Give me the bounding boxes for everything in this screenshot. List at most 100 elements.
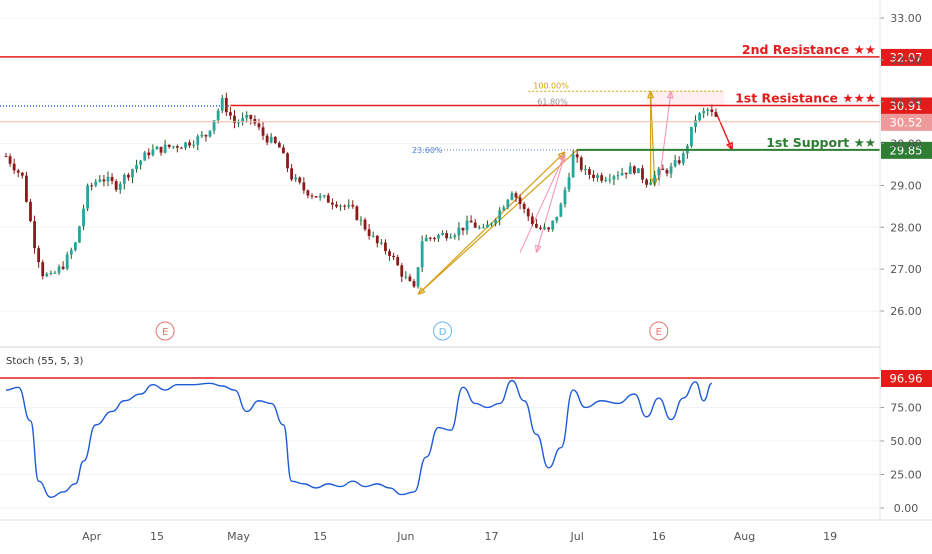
price-axis-label: 30.00 xyxy=(890,138,922,151)
candle-body xyxy=(408,276,412,282)
candle-body xyxy=(347,204,351,207)
candle-body xyxy=(78,226,81,243)
candle-body xyxy=(669,166,673,174)
candle-body xyxy=(437,235,440,239)
pink-arrow-a xyxy=(519,153,566,253)
price-axis-label: 27.00 xyxy=(890,263,922,276)
candle-body xyxy=(690,126,693,146)
time-axis-label: Jun xyxy=(396,530,414,543)
event-marker-label: D xyxy=(439,327,447,338)
candle-body xyxy=(241,117,245,123)
candle-body xyxy=(86,185,89,209)
candle-body xyxy=(253,119,257,124)
candle-body xyxy=(404,276,408,278)
pink-arrow-a-head xyxy=(558,153,566,162)
candle-body xyxy=(649,182,653,185)
event-marker[interactable] xyxy=(155,321,175,341)
candle-body xyxy=(518,197,522,204)
candle-body xyxy=(224,97,228,113)
candle-body xyxy=(494,219,497,224)
stoch-axis-label: 0.00 xyxy=(894,502,919,515)
price-tag-bg xyxy=(881,97,932,115)
candle-body xyxy=(359,219,363,221)
candle-body xyxy=(57,266,61,273)
candle-body xyxy=(188,142,191,146)
candle-body xyxy=(318,195,322,198)
candle-body xyxy=(412,281,416,287)
candle-body xyxy=(714,111,718,117)
candle-body xyxy=(539,227,542,229)
candle-body xyxy=(624,172,628,175)
candle-body xyxy=(229,112,232,116)
price-tag: 30.91 xyxy=(890,99,923,113)
candle-body xyxy=(90,185,94,187)
candle-body xyxy=(351,204,355,207)
stoch-axis-label: 75.00 xyxy=(890,401,922,414)
candle-body xyxy=(118,183,122,190)
stoch-level-tag: 96.96 xyxy=(890,372,923,386)
candle-body xyxy=(514,193,518,198)
candle-body xyxy=(498,210,502,220)
candle-body xyxy=(453,235,457,238)
candle-body xyxy=(600,175,604,181)
candle-body xyxy=(98,179,102,182)
candle-body xyxy=(384,242,387,252)
candle-body xyxy=(477,227,481,229)
candle-body xyxy=(122,174,126,184)
candle-body xyxy=(416,267,420,287)
candle-body xyxy=(641,168,644,180)
candle-body xyxy=(277,142,281,148)
pink-arrow-b-head xyxy=(534,244,542,253)
candle-body xyxy=(702,111,706,114)
candle-body xyxy=(710,109,714,112)
candle-body xyxy=(220,97,224,111)
candle-body xyxy=(543,227,546,229)
candle-body xyxy=(559,204,563,217)
price-axis-label: 32.00 xyxy=(890,54,922,67)
price-tag-bg xyxy=(881,141,932,159)
fib-zone xyxy=(646,91,725,106)
candle-body xyxy=(441,233,444,236)
candle-body xyxy=(657,168,661,176)
last-price-tag: 30.52 xyxy=(890,115,923,129)
time-axis-label: May xyxy=(227,530,250,543)
candle-body xyxy=(673,160,677,167)
price-axis-label: 28.00 xyxy=(890,221,922,234)
candle-body xyxy=(522,203,526,209)
candle-body xyxy=(694,120,697,127)
pink-arrow-c xyxy=(658,91,672,186)
event-marker[interactable] xyxy=(433,321,453,341)
time-axis-label: 16 xyxy=(652,530,666,543)
stoch-axis-label: 50.00 xyxy=(890,435,922,448)
candle-body xyxy=(608,179,612,181)
candle-body xyxy=(33,221,36,249)
candle-body xyxy=(535,223,538,228)
candle-body xyxy=(677,160,681,164)
candle-body xyxy=(628,166,632,175)
candle-body xyxy=(237,122,240,124)
fib-618-label: 61.80% xyxy=(537,97,568,106)
price-axis-label: 26.00 xyxy=(890,305,922,318)
candle-body xyxy=(555,216,559,221)
level-label: 1st Support ★★ xyxy=(766,135,876,150)
candle-body xyxy=(41,262,45,277)
time-axis-label: Apr xyxy=(82,530,102,543)
candle-body xyxy=(73,242,77,251)
time-axis-label: 19 xyxy=(823,530,837,543)
level-label: 2nd Resistance ★★ xyxy=(742,42,876,57)
candle-body xyxy=(175,146,179,148)
candle-body xyxy=(481,227,485,229)
candle-body xyxy=(510,193,514,200)
event-marker[interactable] xyxy=(649,321,669,341)
candle-body xyxy=(45,273,49,277)
candle-body xyxy=(604,179,608,181)
candle-body xyxy=(363,219,367,230)
candle-body xyxy=(314,196,318,198)
price-tag: 29.85 xyxy=(890,143,923,157)
candle-body xyxy=(355,206,359,220)
candle-body xyxy=(65,254,69,269)
level-label: 1st Resistance ★★★ xyxy=(735,90,876,105)
event-marker-label: E xyxy=(162,327,168,338)
candle-body xyxy=(665,169,669,174)
